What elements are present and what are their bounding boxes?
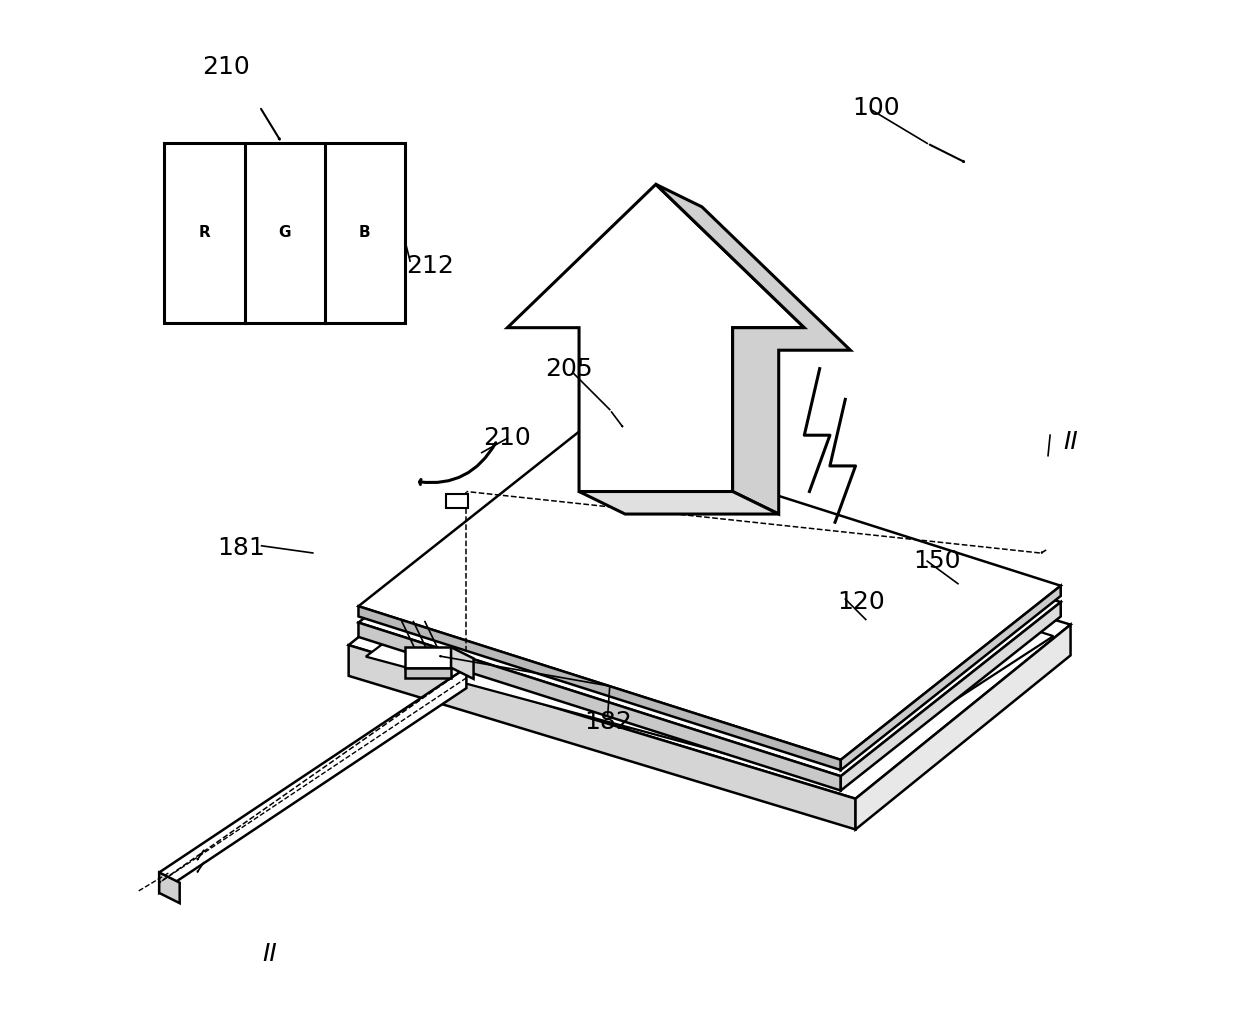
Text: II: II (1063, 430, 1078, 455)
Polygon shape (366, 488, 1053, 781)
Text: 210: 210 (484, 426, 531, 451)
Polygon shape (405, 647, 451, 668)
Polygon shape (348, 645, 856, 829)
Text: G: G (279, 225, 291, 241)
Text: 100: 100 (852, 95, 900, 120)
Text: 150: 150 (914, 549, 961, 573)
Text: 212: 212 (407, 254, 455, 279)
Polygon shape (841, 602, 1060, 791)
Text: 120: 120 (837, 590, 884, 614)
Polygon shape (358, 449, 1060, 776)
Text: II: II (263, 942, 278, 967)
Text: B: B (360, 225, 371, 241)
Polygon shape (507, 184, 805, 492)
Polygon shape (159, 872, 180, 903)
Polygon shape (841, 586, 1060, 770)
Text: 205: 205 (546, 356, 593, 381)
Text: 210: 210 (202, 54, 249, 79)
Polygon shape (446, 495, 469, 508)
Polygon shape (579, 492, 779, 514)
Polygon shape (405, 668, 451, 678)
Polygon shape (358, 432, 1060, 760)
Polygon shape (856, 625, 1070, 829)
Text: 182: 182 (584, 710, 631, 734)
Polygon shape (159, 668, 466, 893)
Polygon shape (358, 623, 841, 791)
Text: R: R (198, 225, 211, 241)
Polygon shape (165, 143, 405, 323)
Polygon shape (451, 647, 474, 679)
Polygon shape (358, 606, 841, 770)
Polygon shape (348, 471, 1070, 799)
Polygon shape (656, 184, 851, 514)
Text: 181: 181 (217, 536, 265, 560)
